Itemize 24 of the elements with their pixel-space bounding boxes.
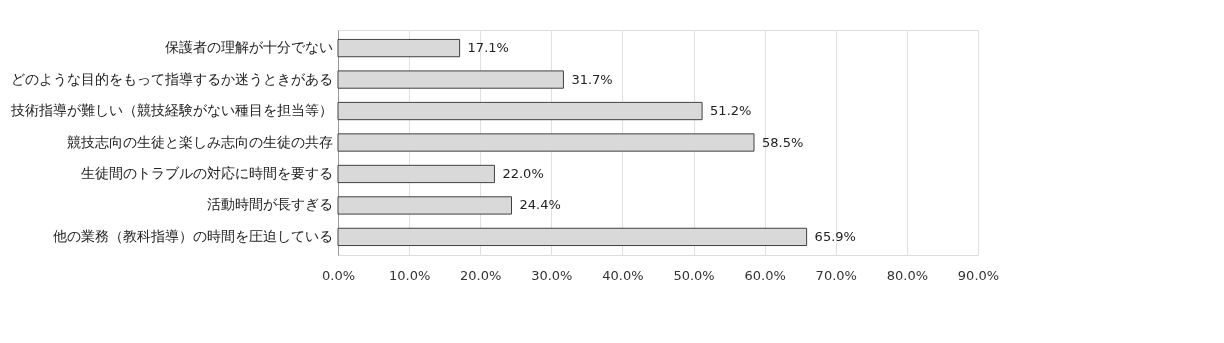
x-tick-label: 90.0% xyxy=(957,267,1000,283)
y-tick-label: 技術指導が難しい（競技経験がない種目を担当等） xyxy=(9,102,333,119)
x-tick-label: 30.0% xyxy=(531,267,573,283)
data-label: 22.0% xyxy=(502,165,544,181)
data-label: 31.7% xyxy=(571,71,613,87)
data-label: 58.5% xyxy=(762,134,804,150)
x-tick-label: 10.0% xyxy=(388,267,431,283)
x-tick-label: 80.0% xyxy=(886,267,929,283)
data-label: 51.2% xyxy=(710,103,752,119)
data-label: 17.1% xyxy=(467,40,509,56)
y-tick-label: 他の業務（教科指導）の時間を圧迫している xyxy=(52,227,333,244)
y-tick-label: 生徒間のトラブルの対応に時間を要する xyxy=(80,164,333,181)
x-tick-label: 0.0% xyxy=(321,267,356,283)
x-tick-label: 70.0% xyxy=(815,267,857,283)
y-tick-label: どのような目的をもって指導するか迷うときがある xyxy=(10,70,333,87)
y-tick-label: 競技志向の生徒と楽しみ志向の生徒の共存 xyxy=(66,133,333,150)
y-tick-label: 活動時間が長すぎる xyxy=(206,196,333,213)
data-label: 65.9% xyxy=(814,228,856,244)
x-tick-label: 50.0% xyxy=(673,267,715,283)
x-tick-label: 60.0% xyxy=(744,267,786,283)
x-tick-label: 40.0% xyxy=(602,267,644,283)
x-tick-label: 20.0% xyxy=(460,267,502,283)
data-label: 24.4% xyxy=(519,197,561,213)
y-tick-label: 保護者の理解が十分でない xyxy=(164,39,333,56)
